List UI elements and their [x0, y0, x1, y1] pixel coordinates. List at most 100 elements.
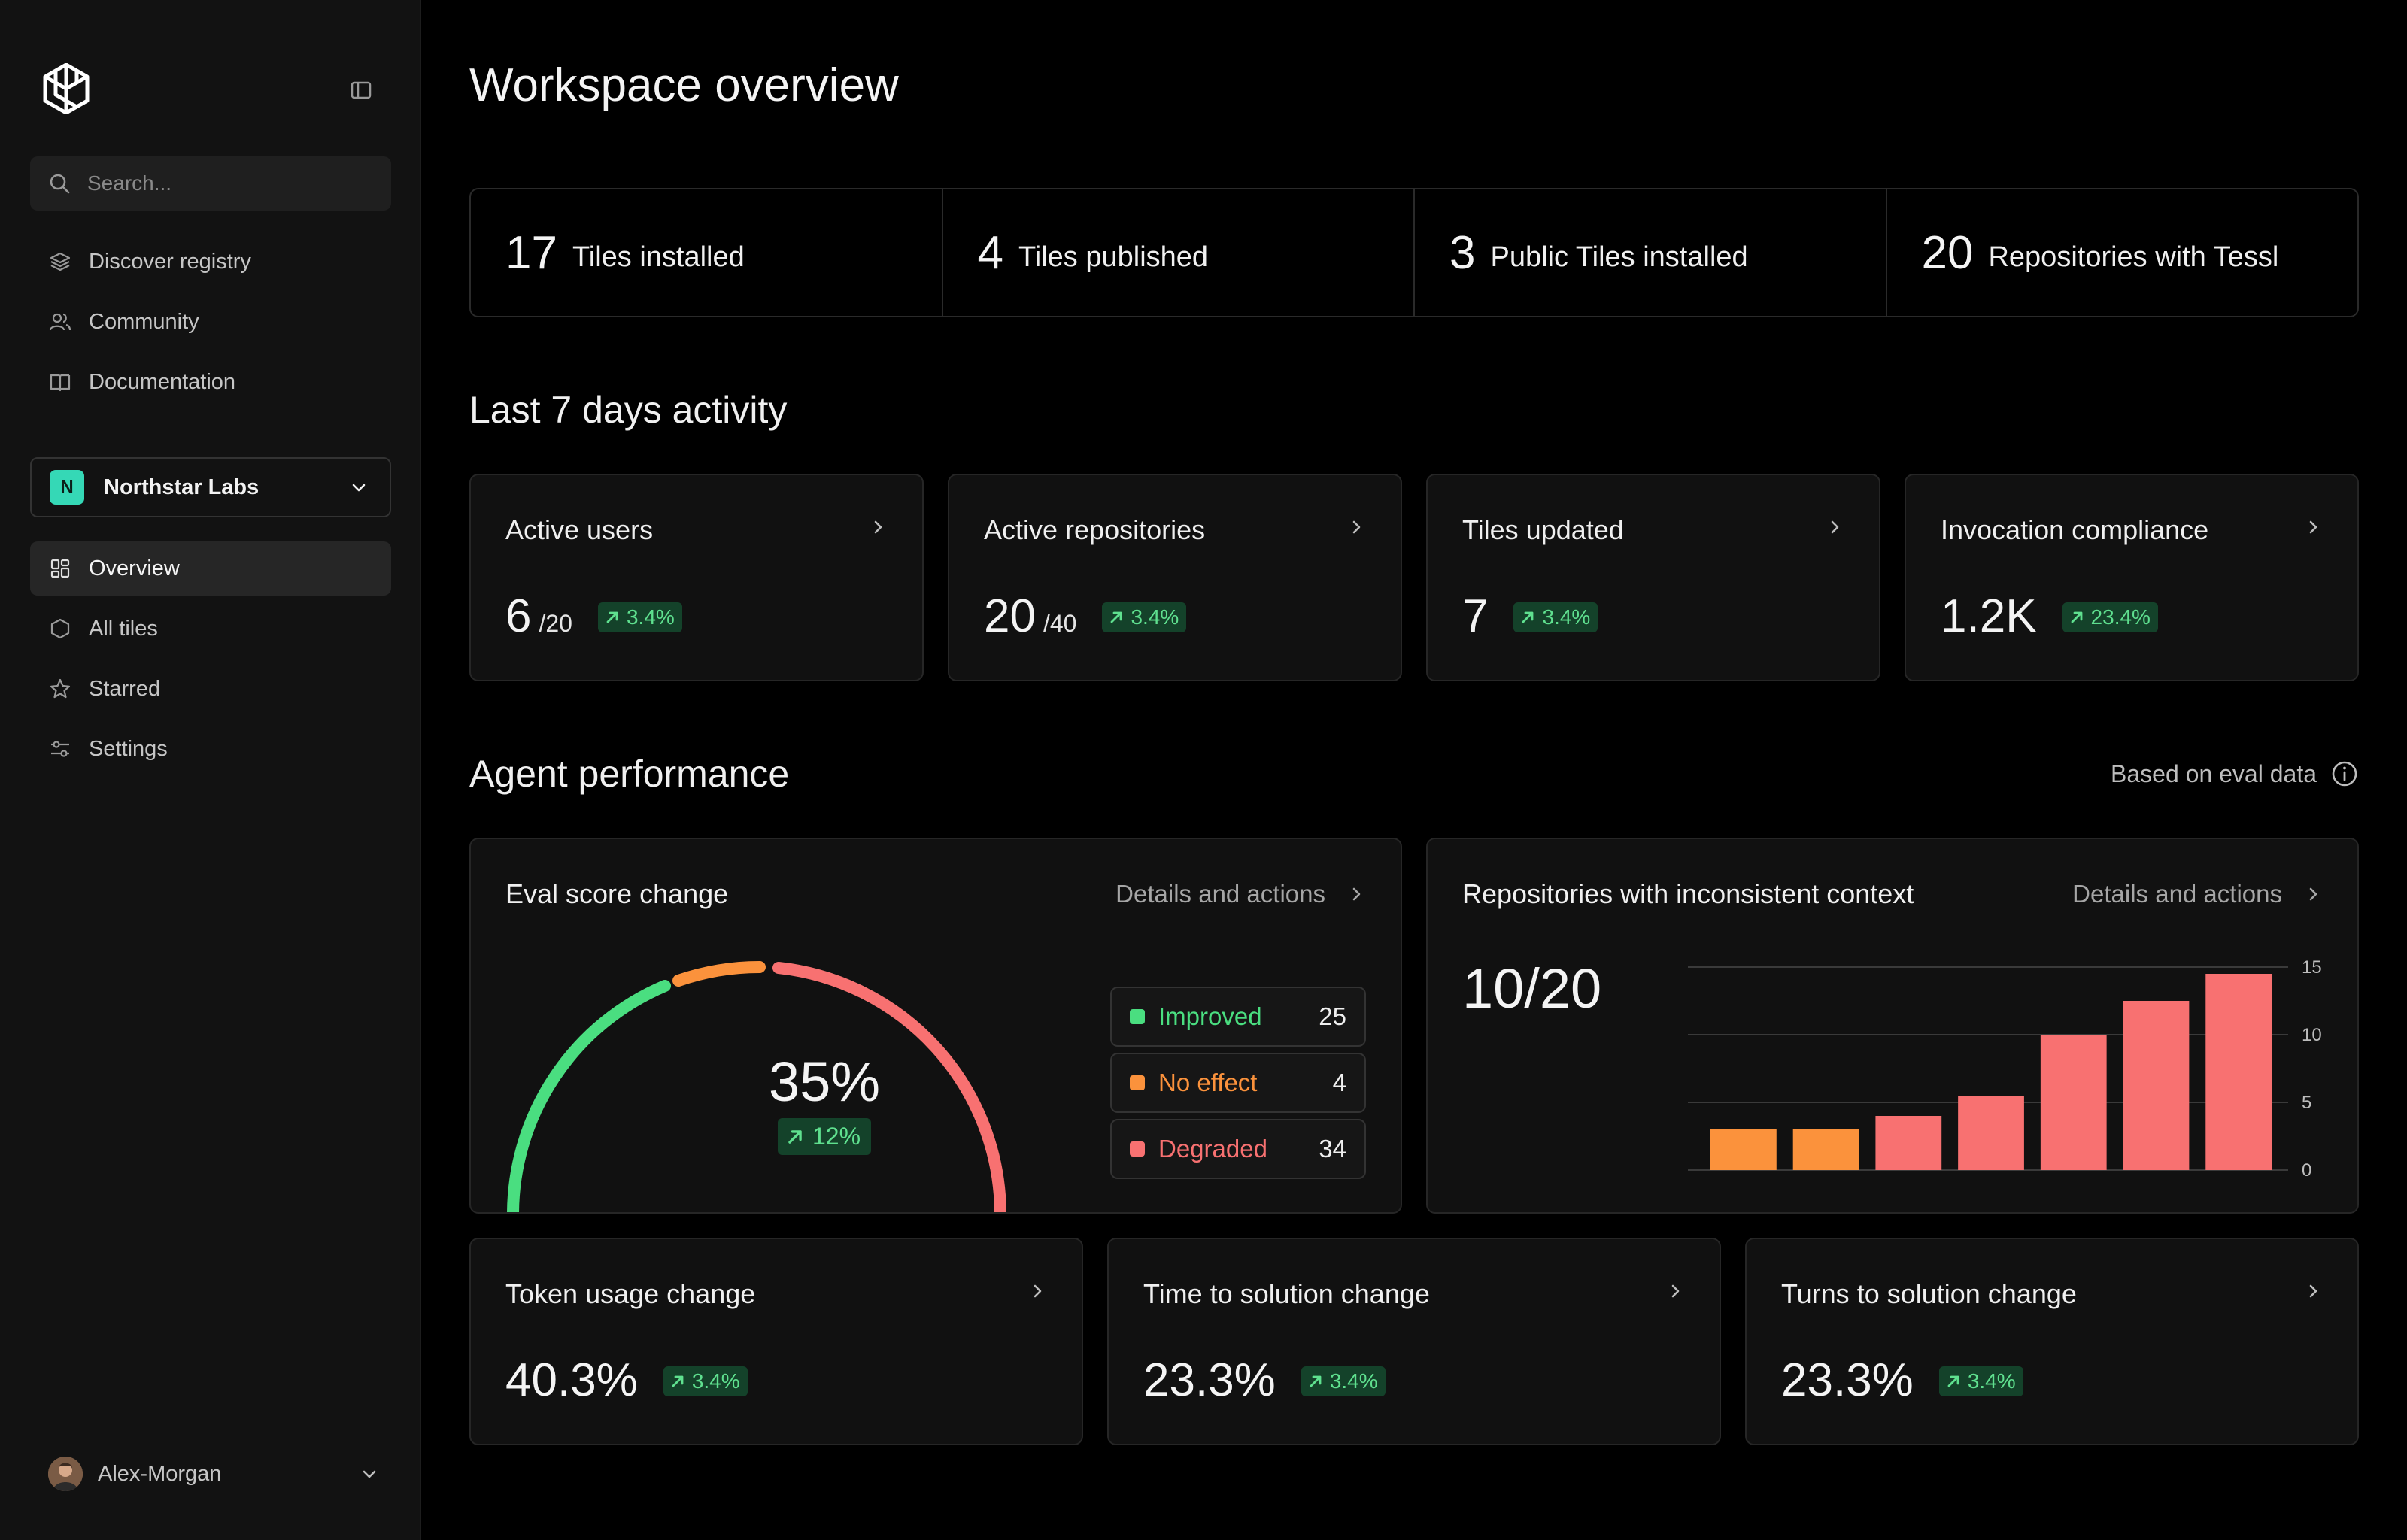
chevron-right-icon [1831, 520, 1839, 534]
sidebar-item-overview[interactable]: Overview [30, 541, 391, 596]
metric-value: 7 [1462, 590, 1489, 642]
sidebar-item-community[interactable]: Community [30, 295, 391, 349]
inconsistent-repos-value: 10/20 [1462, 957, 1602, 1020]
details-and-actions-link[interactable]: Details and actions [2072, 880, 2323, 908]
users-icon [49, 313, 71, 331]
arrow-up-right-icon [606, 611, 618, 623]
legend-value: 25 [1319, 1002, 1346, 1030]
bar-1 [1710, 1129, 1777, 1170]
change-value: 3.4% [691, 1369, 740, 1393]
sidebar-item-label: Documentation [89, 369, 236, 394]
stat-value: 17 [505, 226, 557, 279]
chevron-down-icon [352, 484, 366, 492]
hexagon-icon [50, 618, 70, 639]
arrow-up-right-icon [1947, 1375, 1959, 1387]
gauge-center: 35% 12% [666, 1050, 982, 1155]
card-title: Time to solution change [1143, 1278, 1430, 1309]
arrow-up-right-icon [2071, 611, 2082, 623]
y-tick-label: 10 [2302, 1025, 2322, 1045]
chevron-right-icon [874, 520, 882, 534]
activity-card-active-users[interactable]: Active users 6 /20 3.4% [469, 474, 924, 681]
stat-value: 3 [1449, 226, 1476, 279]
org-name: Northstar Labs [104, 474, 260, 499]
stat-label: Public Tiles installed [1490, 241, 1748, 273]
change-badge: 3.4% [1102, 602, 1187, 632]
gauge-percent: 35% [768, 1050, 881, 1113]
details-and-actions-link[interactable]: Details and actions [1115, 880, 1366, 908]
sidebar-item-settings[interactable]: Settings [30, 722, 391, 776]
sidebar-item-discover-registry[interactable]: Discover registry [30, 235, 391, 289]
card-title: Active repositories [984, 514, 1206, 545]
sidebar-item-documentation[interactable]: Documentation [30, 355, 391, 409]
link-label: Details and actions [2072, 880, 2282, 908]
change-badge: 3.4% [1301, 1366, 1386, 1396]
legend-improved[interactable]: Improved 25 [1110, 987, 1366, 1047]
note-text: Based on eval data [2111, 759, 2317, 787]
activity-card-active-repositories[interactable]: Active repositories 20 /40 3.4% [948, 474, 1402, 681]
stat-tiles-installed: 17 Tiles installed [471, 189, 943, 316]
inconsistent-context-bar-chart: 0 5 10 15 [1688, 957, 2322, 1181]
metric-value: 23.3% [1781, 1354, 1914, 1406]
bar-6 [2123, 1001, 2190, 1170]
chevron-down-icon [363, 1470, 376, 1478]
sidebar-item-label: All tiles [89, 616, 158, 641]
change-badge: 12% [777, 1118, 872, 1155]
stat-public-tiles-installed: 3 Public Tiles installed [1415, 189, 1887, 316]
arrow-up-right-icon [1522, 611, 1534, 623]
sidebar-item-label: Community [89, 309, 199, 334]
chevron-right-icon [2309, 520, 2317, 534]
eval-score-card: Eval score change Details and actions 35… [469, 838, 1402, 1214]
sidebar-item-starred[interactable]: Starred [30, 662, 391, 716]
card-title: Token usage change [505, 1278, 756, 1309]
metric-value: 40.3% [505, 1354, 638, 1406]
card-title: Active users [505, 514, 654, 545]
legend-swatch [1130, 1009, 1145, 1024]
activity-card-tiles-updated[interactable]: Tiles updated 7 3.4% [1426, 474, 1880, 681]
token-usage-card[interactable]: Token usage change 40.3% 3.4% [469, 1238, 1083, 1445]
page-title: Workspace overview [469, 59, 899, 111]
search-input[interactable] [86, 171, 375, 196]
user-name: Alex-Morgan [98, 1461, 222, 1486]
y-tick-label: 15 [2302, 957, 2322, 978]
change-value: 12% [812, 1123, 861, 1150]
user-menu[interactable]: Alex-Morgan [48, 1456, 379, 1492]
app-logo-icon[interactable] [42, 63, 90, 114]
card-title: Repositories with inconsistent context [1462, 878, 1914, 909]
legend-label: Degraded [1158, 1135, 1267, 1163]
bar-2 [1792, 1129, 1859, 1170]
chevron-right-icon [1352, 887, 1361, 901]
change-value: 3.4% [626, 605, 675, 629]
org-switcher[interactable]: N Northstar Labs [30, 457, 391, 517]
chevron-right-icon [2309, 1284, 2317, 1298]
sidebar-toggle-icon[interactable] [349, 78, 373, 102]
sidebar-item-label: Starred [89, 676, 161, 701]
change-value: 3.4% [1329, 1369, 1378, 1393]
inconsistent-context-card: Repositories with inconsistent context D… [1426, 838, 2359, 1214]
search-box[interactable] [30, 156, 391, 211]
change-badge: 3.4% [1513, 602, 1598, 632]
change-badge: 3.4% [1938, 1366, 2023, 1396]
bar-3 [1875, 1116, 1942, 1170]
metric-value: 6 [505, 590, 532, 642]
chevron-right-icon [1034, 1284, 1042, 1298]
info-icon[interactable] [2330, 759, 2359, 788]
eval-data-note: Based on eval data [2111, 759, 2359, 788]
metric-total: /20 [539, 610, 572, 637]
book-icon [50, 374, 71, 392]
section-title-activity: Last 7 days activity [469, 389, 788, 431]
legend-degraded[interactable]: Degraded 34 [1110, 1119, 1366, 1179]
sidebar-item-all-tiles[interactable]: All tiles [30, 602, 391, 656]
stat-tiles-published: 4 Tiles published [943, 189, 1415, 316]
legend-value: 34 [1319, 1135, 1346, 1163]
sidebar-item-label: Settings [89, 736, 168, 761]
legend-swatch [1130, 1141, 1145, 1157]
legend-no-effect[interactable]: No effect 4 [1110, 1053, 1366, 1113]
sidebar-item-label: Discover registry [89, 249, 251, 274]
turns-to-solution-card[interactable]: Turns to solution change 23.3% 3.4% [1745, 1238, 2359, 1445]
change-badge: 3.4% [663, 1366, 748, 1396]
bar-5 [2040, 1035, 2107, 1170]
card-title: Invocation compliance [1941, 514, 2209, 545]
stat-label: Tiles installed [572, 241, 745, 273]
time-to-solution-card[interactable]: Time to solution change 23.3% 3.4% [1107, 1238, 1721, 1445]
activity-card-invocation-compliance[interactable]: Invocation compliance 1.2K 23.4% [1905, 474, 2359, 681]
